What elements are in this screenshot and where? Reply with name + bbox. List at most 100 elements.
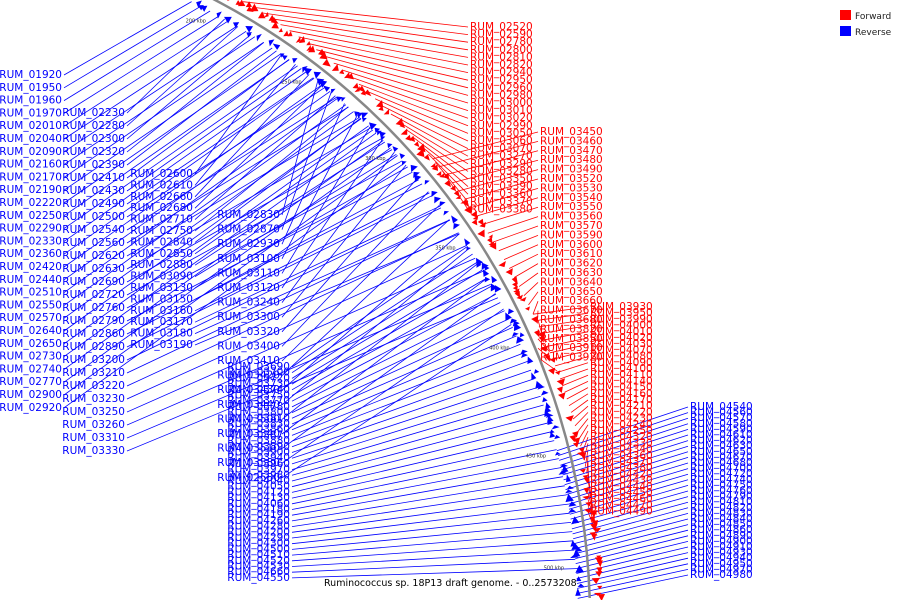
- reverse-gene: [505, 312, 512, 321]
- gene-label: RUM_03220: [62, 380, 125, 392]
- label-connector: [126, 106, 349, 244]
- gene-label: RUM_04970: [690, 563, 753, 575]
- reverse-gene: [216, 11, 222, 19]
- label-connector: [194, 233, 460, 346]
- scale-tick: 250 kbp: [281, 80, 301, 86]
- label-connector: [324, 56, 469, 96]
- forward-gene: [571, 431, 579, 438]
- reverse-gene: [362, 117, 367, 123]
- gene-label: RUM_02570: [0, 312, 62, 324]
- label-connector: [576, 552, 689, 579]
- gene-label: RUM_03450: [540, 126, 603, 138]
- reverse-gene: [509, 318, 518, 324]
- label-connector: [63, 15, 220, 114]
- reverse-gene: [547, 419, 553, 426]
- reverse-gene: [571, 516, 580, 524]
- label-connector: [126, 171, 413, 322]
- reverse-gene: [245, 25, 254, 33]
- gene-label: RUM_03670: [540, 305, 603, 317]
- gene-label: RUM_03320: [217, 326, 280, 338]
- gene-label: RUM_04660: [227, 566, 290, 578]
- gene-label: RUM_04010: [590, 326, 653, 338]
- forward-gene: [540, 345, 549, 352]
- forward-gene: [555, 370, 561, 376]
- label-connector: [549, 343, 589, 354]
- forward-gene: [591, 577, 600, 584]
- gene-label: RUM_04340: [590, 444, 653, 456]
- forward-gene: [487, 237, 493, 244]
- reverse-gene: [410, 164, 418, 173]
- forward-gene: [582, 495, 591, 500]
- reverse-gene: [577, 583, 585, 588]
- forward-gene: [538, 335, 544, 343]
- reverse-gene: [573, 548, 581, 557]
- label-connector: [291, 522, 572, 550]
- reverse-gene: [380, 136, 386, 141]
- label-connector: [342, 69, 469, 111]
- label-connector: [291, 277, 488, 391]
- gene-label: RUM_02390: [62, 159, 125, 171]
- reverse-gene: [256, 33, 262, 42]
- gene-label: RUM_01920: [0, 69, 62, 81]
- reverse-gene: [534, 369, 540, 374]
- gene-label: RUM_04940: [690, 552, 753, 564]
- gene-label: RUM_02840: [130, 236, 193, 248]
- gene-label: RUM_03890: [227, 441, 290, 453]
- label-connector: [577, 563, 689, 589]
- label-connector: [570, 485, 689, 520]
- forward-gene: [565, 415, 574, 422]
- label-connector: [580, 430, 589, 447]
- gene-label: RUM_03730: [227, 378, 290, 390]
- forward-gene: [519, 296, 527, 302]
- label-connector: [291, 318, 509, 419]
- reverse-gene: [566, 485, 574, 490]
- gene-label: RUM_04330: [590, 437, 653, 449]
- label-connector: [126, 127, 371, 270]
- gene-label: RUM_03550: [540, 201, 603, 213]
- reverse-gene: [507, 308, 515, 315]
- label-connector: [63, 41, 264, 178]
- gene-label: RUM_03830: [227, 418, 290, 430]
- gene-label: RUM_04040: [227, 475, 290, 487]
- forward-gene: [531, 315, 539, 324]
- forward-gene: [592, 527, 602, 533]
- gene-label: RUM_03000: [470, 97, 533, 109]
- gene-label: RUM_04890: [690, 530, 753, 542]
- label-connector: [291, 422, 550, 488]
- label-connector: [575, 535, 689, 564]
- forward-gene: [463, 200, 470, 208]
- label-connector: [126, 68, 302, 192]
- label-connector: [194, 106, 349, 232]
- gene-label: RUM_02610: [130, 179, 193, 191]
- forward-gene: [344, 72, 350, 79]
- gene-label: RUM_03880: [227, 435, 290, 447]
- label-connector: [291, 310, 505, 413]
- gene-label: RUM_03940: [227, 452, 290, 464]
- forward-gene: [413, 141, 420, 147]
- gene-label: RUM_03170: [130, 316, 193, 328]
- gene-label: RUM_02250: [0, 210, 62, 222]
- reverse-gene: [568, 508, 577, 513]
- gene-label: RUM_04380: [590, 462, 653, 474]
- forward-gene: [556, 386, 563, 393]
- gene-label: RUM_03230: [62, 393, 125, 405]
- forward-gene: [472, 215, 479, 220]
- scale-tick: 450 kbp: [526, 453, 546, 459]
- gene-label: RUM_04100: [590, 363, 653, 375]
- label-connector: [63, 147, 391, 383]
- gene-label: RUM_03950: [590, 307, 653, 319]
- label-connector: [451, 159, 539, 184]
- gene-label: RUM_04250: [590, 425, 653, 437]
- gene-label: RUM_02930: [217, 238, 280, 250]
- reverse-gene: [551, 425, 560, 430]
- label-connector: [291, 269, 483, 385]
- gene-label: RUM_04790: [690, 491, 753, 503]
- forward-gene: [439, 172, 445, 178]
- label-connector: [291, 378, 535, 459]
- gene-label: RUM_03860: [227, 424, 290, 436]
- gene-label: RUM_02760: [62, 302, 125, 314]
- gene-label: RUM_03740: [227, 384, 290, 396]
- label-connector: [63, 125, 369, 345]
- gene-label: RUM_02870: [217, 224, 280, 236]
- gene-label: RUM_03960: [227, 458, 290, 470]
